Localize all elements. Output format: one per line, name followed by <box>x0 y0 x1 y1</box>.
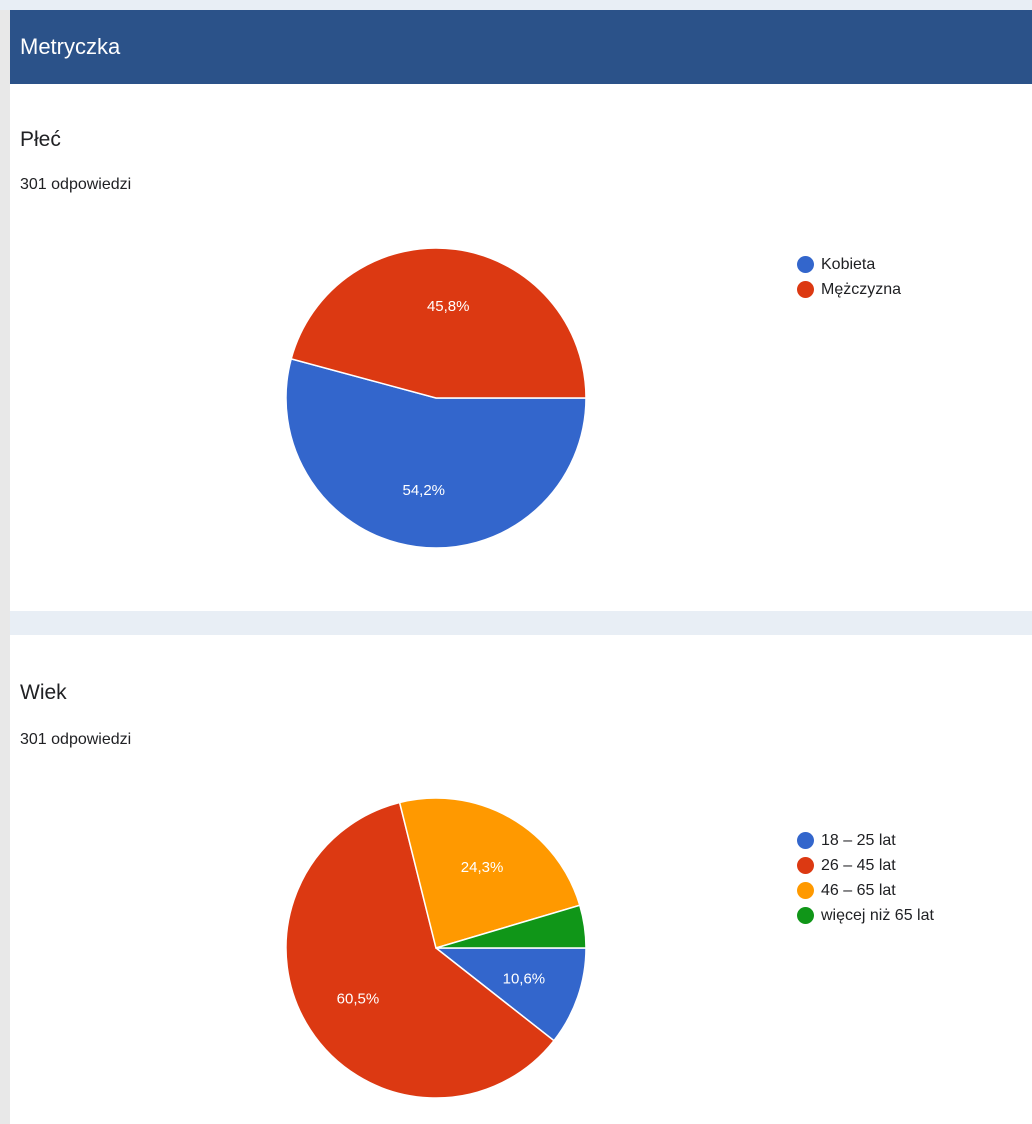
slice-label: 54,2% <box>402 482 445 499</box>
legend-item[interactable]: 26 – 45 lat <box>797 853 934 878</box>
slice-label: 60,5% <box>337 991 380 1008</box>
question-card-gender: Płeć 301 odpowiedzi 54,2% 45,8% Kobieta Mę… <box>10 84 1032 611</box>
legend-label: Mężczyzna <box>821 280 902 298</box>
page: Metryczka Płeć 301 odpowiedzi 54,2% 45,8%… <box>0 10 1032 1124</box>
legend-label: Kobieta <box>821 255 876 273</box>
legend-item[interactable]: 46 – 65 lat <box>797 878 934 903</box>
pie-slice[interactable] <box>290 247 587 399</box>
legend-label: 26 – 45 lat <box>821 856 896 874</box>
pie-slice[interactable] <box>398 797 581 949</box>
legend-swatch <box>797 857 814 874</box>
pie-chart-gender: 54,2% 45,8% <box>285 247 587 549</box>
question-title: Wiek <box>20 681 67 704</box>
section-header: Metryczka <box>10 10 1032 84</box>
response-count: 301 odpowiedzi <box>20 731 132 748</box>
pie-slice[interactable] <box>435 904 587 949</box>
legend-swatch <box>797 256 814 273</box>
legend-item[interactable]: 18 – 25 lat <box>797 828 934 853</box>
pie-slice[interactable] <box>285 801 555 1099</box>
legend-swatch <box>797 882 814 899</box>
pie-slice[interactable] <box>285 357 587 549</box>
legend-item[interactable]: Mężczyzna <box>797 277 901 302</box>
pie-chart-age: 10,6% 60,5% 24,3% <box>285 797 587 1099</box>
legend-item[interactable]: Kobieta <box>797 252 901 277</box>
legend-label: 18 – 25 lat <box>821 831 896 849</box>
legend-label: więcej niż 65 lat <box>821 906 934 924</box>
slice-label: 10,6% <box>503 970 546 987</box>
question-card-age: Wiek 301 odpowiedzi 10,6% 60,5% 24,3% 18 –… <box>10 635 1032 1124</box>
section-title: Metryczka <box>20 34 121 59</box>
chart-legend: Kobieta Mężczyzna <box>797 252 901 302</box>
slice-label: 24,3% <box>461 859 504 876</box>
slice-label: 45,8% <box>427 298 470 315</box>
question-title: Płeć <box>20 128 61 151</box>
legend-item[interactable]: więcej niż 65 lat <box>797 903 934 928</box>
chart-legend: 18 – 25 lat 26 – 45 lat 46 – 65 lat więcej … <box>797 828 934 928</box>
legend-swatch <box>797 832 814 849</box>
response-count: 301 odpowiedzi <box>20 176 132 193</box>
pie-slice[interactable] <box>433 947 587 1042</box>
legend-label: 46 – 65 lat <box>821 881 896 899</box>
legend-swatch <box>797 907 814 924</box>
legend-swatch <box>797 281 814 298</box>
